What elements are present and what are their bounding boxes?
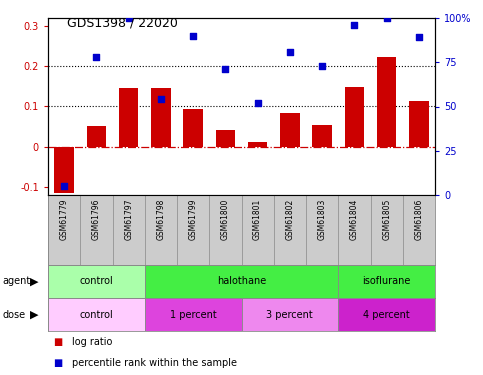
Bar bbox=[151, 88, 170, 147]
Point bbox=[157, 96, 165, 102]
Bar bbox=[338, 265, 435, 298]
Point bbox=[286, 49, 294, 55]
Point bbox=[125, 15, 132, 21]
Text: GSM61799: GSM61799 bbox=[189, 198, 198, 240]
Text: control: control bbox=[80, 309, 113, 320]
Text: GSM61803: GSM61803 bbox=[318, 198, 327, 240]
Bar bbox=[184, 108, 203, 147]
Text: ■: ■ bbox=[53, 337, 62, 347]
Bar bbox=[145, 298, 242, 331]
Point bbox=[60, 183, 68, 189]
Bar bbox=[87, 126, 106, 147]
Bar bbox=[242, 298, 338, 331]
Point bbox=[222, 66, 229, 72]
Point bbox=[254, 100, 261, 106]
Text: agent: agent bbox=[2, 276, 30, 286]
Text: GSM61806: GSM61806 bbox=[414, 198, 424, 240]
Bar bbox=[48, 265, 145, 298]
Text: ▶: ▶ bbox=[30, 309, 38, 320]
Text: control: control bbox=[80, 276, 113, 286]
Text: 1 percent: 1 percent bbox=[170, 309, 216, 320]
Bar bbox=[248, 142, 267, 147]
Bar bbox=[338, 298, 435, 331]
Bar bbox=[119, 88, 138, 147]
Text: GSM61798: GSM61798 bbox=[156, 198, 165, 240]
Text: ▶: ▶ bbox=[30, 276, 38, 286]
Point bbox=[383, 15, 390, 21]
Text: 4 percent: 4 percent bbox=[363, 309, 410, 320]
Text: GSM61779: GSM61779 bbox=[59, 198, 69, 240]
Point bbox=[351, 22, 358, 28]
Text: GSM61805: GSM61805 bbox=[382, 198, 391, 240]
Text: GDS1398 / 22020: GDS1398 / 22020 bbox=[67, 16, 178, 29]
Text: ■: ■ bbox=[53, 358, 62, 368]
Text: GSM61797: GSM61797 bbox=[124, 198, 133, 240]
Text: GSM61801: GSM61801 bbox=[253, 198, 262, 240]
Point bbox=[415, 34, 423, 40]
Point bbox=[93, 54, 100, 60]
Bar bbox=[345, 87, 364, 147]
Text: 3 percent: 3 percent bbox=[267, 309, 313, 320]
Text: GSM61800: GSM61800 bbox=[221, 198, 230, 240]
Text: GSM61804: GSM61804 bbox=[350, 198, 359, 240]
Bar bbox=[145, 265, 338, 298]
Text: halothane: halothane bbox=[217, 276, 266, 286]
Bar bbox=[313, 124, 332, 147]
Bar bbox=[409, 101, 428, 147]
Text: percentile rank within the sample: percentile rank within the sample bbox=[72, 358, 237, 368]
Text: isoflurane: isoflurane bbox=[362, 276, 411, 286]
Text: dose: dose bbox=[2, 309, 26, 320]
Point bbox=[318, 63, 326, 69]
Text: log ratio: log ratio bbox=[72, 337, 113, 347]
Bar bbox=[216, 130, 235, 147]
Text: GSM61796: GSM61796 bbox=[92, 198, 101, 240]
Bar bbox=[48, 298, 145, 331]
Text: GSM61802: GSM61802 bbox=[285, 198, 294, 240]
Bar bbox=[280, 112, 299, 147]
Bar bbox=[377, 57, 396, 147]
Point bbox=[189, 33, 197, 39]
Bar bbox=[55, 147, 74, 193]
